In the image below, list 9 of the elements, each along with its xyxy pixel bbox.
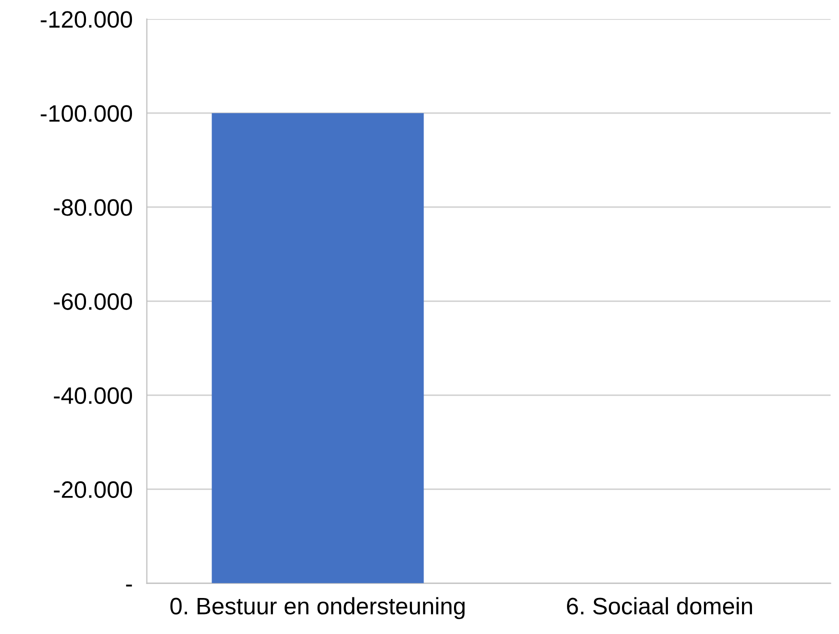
y-tick-label: -60.000 bbox=[54, 293, 132, 310]
y-tick-label: -80.000 bbox=[54, 199, 132, 216]
y-tick-label: -120.000 bbox=[40, 11, 132, 28]
x-tick-label: 0. Bestuur en ondersteuning bbox=[170, 597, 465, 620]
y-tick-label: - bbox=[126, 584, 132, 586]
y-tick-label: -20.000 bbox=[54, 481, 132, 498]
x-tick-label: 6. Sociaal domein bbox=[567, 597, 752, 615]
y-tick-label: -100.000 bbox=[40, 105, 132, 122]
y-tick-label: -40.000 bbox=[54, 387, 132, 404]
